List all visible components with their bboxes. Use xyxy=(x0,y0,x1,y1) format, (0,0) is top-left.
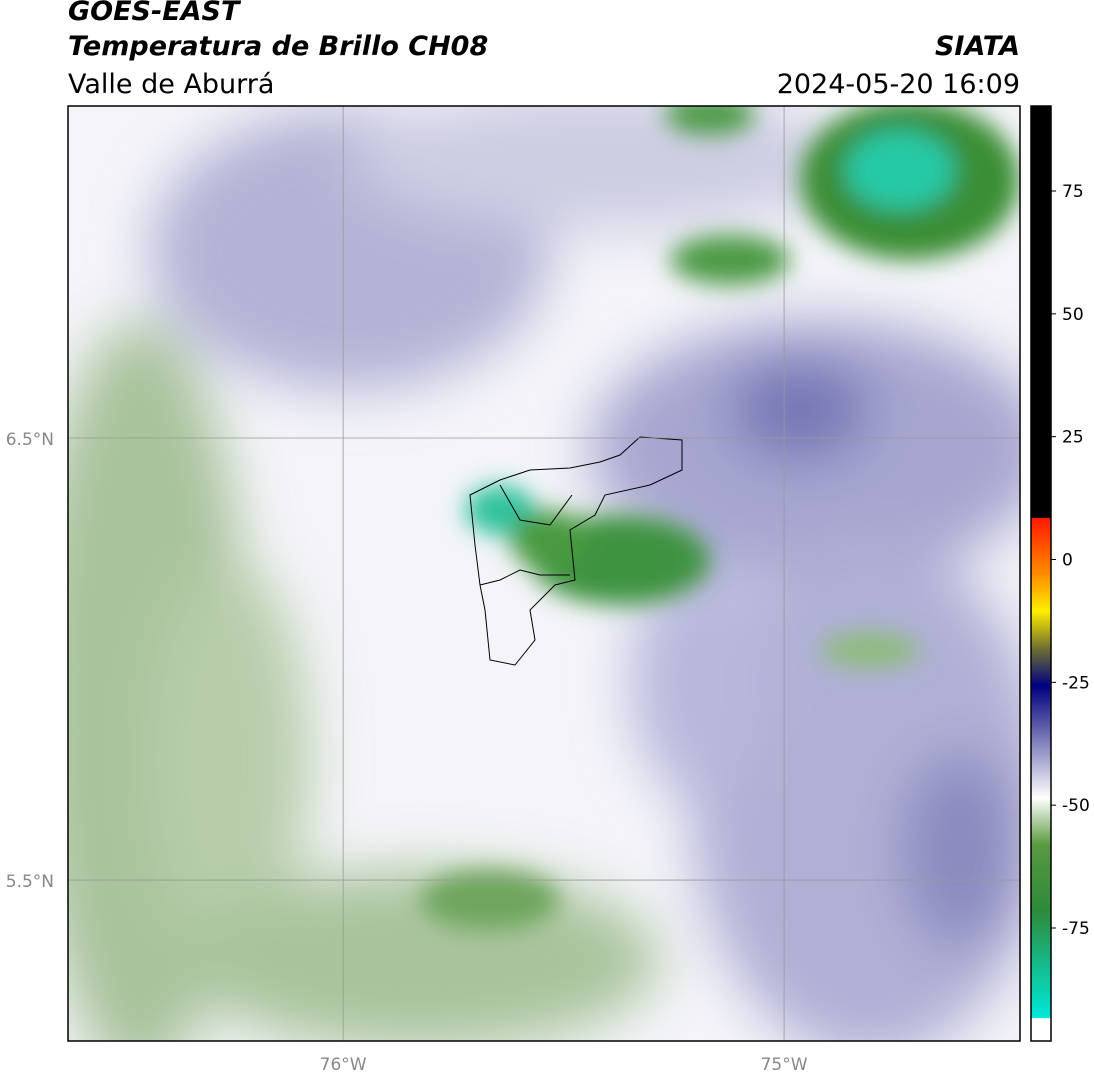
colorbar-tick-label: -75 xyxy=(1062,919,1090,939)
region: Valle de Aburrá xyxy=(68,69,274,100)
colorbar-tick-label: 0 xyxy=(1062,550,1073,570)
colorbar-tick-label: 75 xyxy=(1062,182,1084,202)
municipal-boundaries xyxy=(469,436,683,666)
colorbar-tick-label: 25 xyxy=(1062,428,1084,448)
map-frame xyxy=(67,105,1021,1042)
satellite-image xyxy=(68,106,1020,1041)
subtitle: Temperatura de Brillo CH08 xyxy=(68,31,488,62)
colorbar-tick-label: 50 xyxy=(1062,305,1084,325)
colorbar-tick-label: -50 xyxy=(1062,796,1090,816)
x-tick-label: 76°W xyxy=(320,1055,367,1075)
source: SIATA xyxy=(935,31,1020,62)
x-tick-label: 75°W xyxy=(761,1055,808,1075)
graticule xyxy=(68,106,1020,1041)
colorbar-tick-label: -25 xyxy=(1062,673,1090,693)
datetime: 2024-05-20 16:09 xyxy=(777,69,1020,100)
colorbar xyxy=(1030,105,1052,1042)
y-tick-label: 6.5°N xyxy=(6,430,54,450)
y-tick-label: 5.5°N xyxy=(6,872,54,892)
title: GOES-EAST xyxy=(68,0,242,27)
